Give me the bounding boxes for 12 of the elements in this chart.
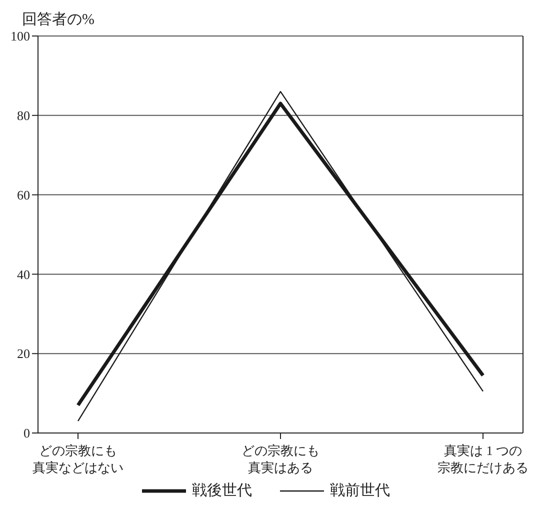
y-tick-label: 0: [24, 426, 30, 441]
y-tick-label: 80: [17, 108, 30, 124]
legend-label: 戦前世代: [329, 482, 390, 500]
y-tick-label: 20: [17, 346, 30, 362]
y-tick-label: 40: [17, 266, 30, 282]
legend-label: 戦後世代: [191, 482, 252, 500]
x-tick-label: どの宗教にも真実などはない: [32, 443, 124, 475]
x-tick-label: どの宗教にも真実はある: [242, 443, 320, 475]
y-axis-title: 回答者の%: [22, 10, 94, 29]
y-tick-label: 60: [17, 187, 30, 202]
x-tick-label: 真実は 1 つの宗教にだけある: [438, 443, 528, 475]
y-tick-label: 100: [10, 28, 30, 44]
